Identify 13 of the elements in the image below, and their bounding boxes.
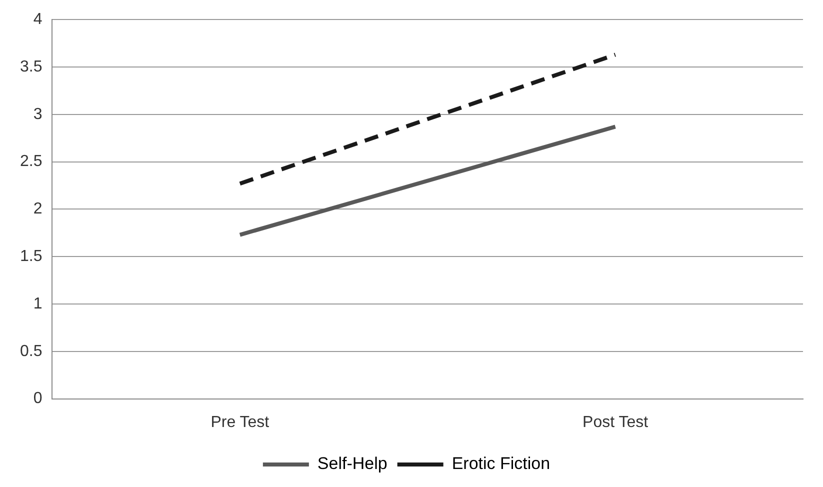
y-tick-label: 3.5 bbox=[20, 58, 42, 76]
legend-label: Erotic Fiction bbox=[452, 454, 550, 474]
y-tick-label: 1 bbox=[33, 295, 42, 312]
y-tick-label: 2 bbox=[33, 200, 42, 218]
y-tick-label: 0 bbox=[33, 390, 42, 408]
legend-label: Self-Help bbox=[317, 454, 388, 474]
y-tick-label: 1.5 bbox=[20, 248, 42, 266]
y-tick-label: 2.5 bbox=[20, 153, 42, 170]
y-tick-label: 4 bbox=[33, 11, 42, 28]
x-tick-label: Post Test bbox=[582, 414, 649, 431]
y-tick-label: 3 bbox=[33, 106, 42, 123]
y-tick-label: 0.5 bbox=[20, 342, 42, 360]
x-tick-label: Pre Test bbox=[210, 414, 270, 431]
